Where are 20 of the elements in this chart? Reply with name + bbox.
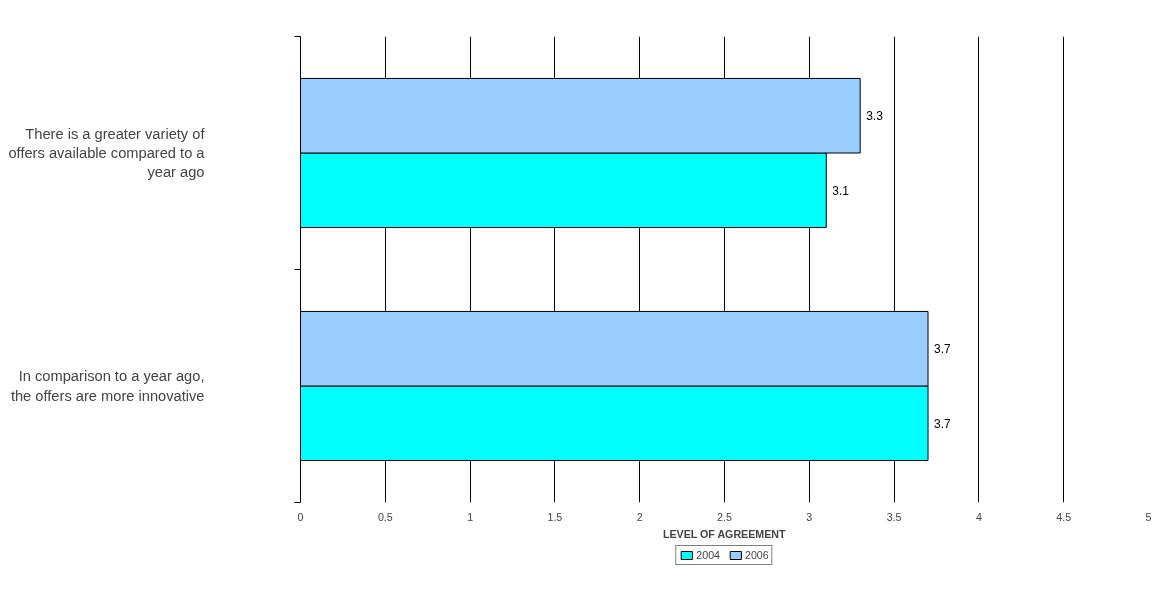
y-tick-label: There is a greater variety of offers available compared to a year ago — [8, 125, 206, 181]
x-tick-label: 3 — [806, 510, 813, 523]
data-label: 3.1 — [832, 183, 850, 198]
x-tick-label: 1.5 — [547, 510, 563, 523]
x-tick-label: 4 — [975, 510, 982, 523]
x-tick-label: 0 — [297, 510, 304, 523]
x-axis-title: LEVEL OF AGREEMENT — [662, 527, 786, 540]
legend-label: 2004 — [696, 549, 720, 561]
x-tick-label: 4.5 — [1056, 510, 1072, 523]
x-tick-label: 0.5 — [377, 510, 393, 523]
x-tick-label: 5 — [1145, 510, 1152, 523]
x-tick-label: 1 — [467, 510, 474, 523]
y-tick-label: In comparison to a year ago, the offers are more innovative — [10, 368, 205, 404]
x-tick-label: 2 — [636, 510, 643, 523]
data-label: 3.7 — [934, 342, 952, 357]
x-tick-label: 3.5 — [886, 510, 902, 523]
data-label: 3.3 — [866, 109, 884, 124]
x-tick-label: 2.5 — [717, 510, 732, 523]
legend-label: 2006 — [745, 549, 769, 561]
data-label: 3.7 — [934, 416, 952, 431]
